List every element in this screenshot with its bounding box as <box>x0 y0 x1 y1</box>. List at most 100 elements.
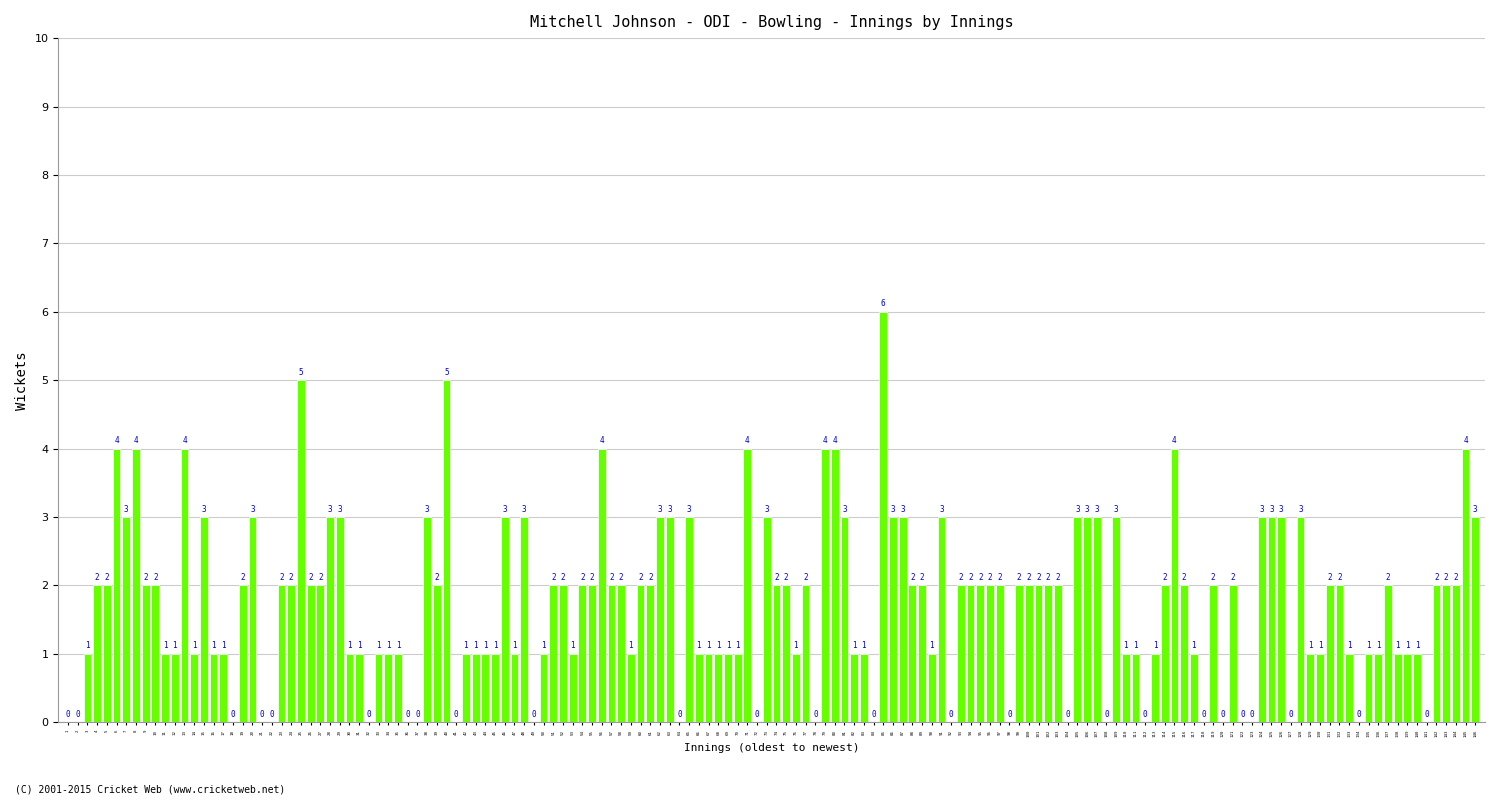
Text: 2: 2 <box>910 573 915 582</box>
Bar <box>288 586 296 722</box>
Text: 0: 0 <box>1240 710 1245 719</box>
Text: 1: 1 <box>861 642 865 650</box>
Bar <box>219 654 226 722</box>
Text: 2: 2 <box>1162 573 1167 582</box>
Text: 3: 3 <box>1299 505 1304 514</box>
Bar <box>238 586 246 722</box>
Bar <box>588 586 596 722</box>
Text: 3: 3 <box>1076 505 1080 514</box>
Text: 0: 0 <box>1221 710 1226 719</box>
Bar <box>560 586 567 722</box>
Text: 2: 2 <box>105 573 110 582</box>
Bar <box>1346 654 1353 722</box>
Text: 0: 0 <box>1202 710 1206 719</box>
Text: 0: 0 <box>66 710 70 719</box>
Text: 2: 2 <box>1026 573 1030 582</box>
Text: 3: 3 <box>124 505 129 514</box>
Text: 1: 1 <box>852 642 856 650</box>
Text: 5: 5 <box>298 368 303 377</box>
Text: 1: 1 <box>1124 642 1128 650</box>
Bar <box>549 586 556 722</box>
Text: 4: 4 <box>182 436 188 446</box>
Text: 1: 1 <box>464 642 468 650</box>
Bar <box>1054 586 1062 722</box>
Text: 1: 1 <box>1308 642 1312 650</box>
Y-axis label: Wickets: Wickets <box>15 351 28 410</box>
Text: 1: 1 <box>386 642 390 650</box>
Bar <box>336 517 344 722</box>
Text: 0: 0 <box>416 710 420 719</box>
Text: 2: 2 <box>987 573 993 582</box>
Bar <box>744 449 752 722</box>
Text: 2: 2 <box>1328 573 1332 582</box>
Bar <box>490 654 500 722</box>
Text: 3: 3 <box>900 505 904 514</box>
Bar <box>1228 586 1236 722</box>
Text: 6: 6 <box>880 299 885 308</box>
Text: 1: 1 <box>726 642 730 650</box>
Text: 1: 1 <box>1414 642 1419 650</box>
Text: 3: 3 <box>668 505 672 514</box>
Bar <box>1150 654 1160 722</box>
Text: 0: 0 <box>231 710 236 719</box>
Text: 3: 3 <box>687 505 692 514</box>
Text: 1: 1 <box>1347 642 1352 650</box>
Text: 0: 0 <box>1143 710 1148 719</box>
Text: 2: 2 <box>978 573 982 582</box>
Text: 4: 4 <box>822 436 828 446</box>
Bar <box>1044 586 1052 722</box>
Bar <box>1472 517 1479 722</box>
Bar <box>666 517 674 722</box>
Text: 3: 3 <box>338 505 342 514</box>
Bar <box>375 654 382 722</box>
Bar <box>433 586 441 722</box>
Text: 2: 2 <box>550 573 555 582</box>
Bar <box>190 654 198 722</box>
Bar <box>1443 586 1450 722</box>
Text: 2: 2 <box>240 573 244 582</box>
Text: 4: 4 <box>746 436 750 446</box>
Bar <box>1074 517 1082 722</box>
Text: 1: 1 <box>1376 642 1380 650</box>
Text: 2: 2 <box>804 573 808 582</box>
Text: 2: 2 <box>609 573 613 582</box>
Bar <box>132 449 140 722</box>
Text: 4: 4 <box>600 436 604 446</box>
Text: 0: 0 <box>366 710 370 719</box>
Bar <box>104 586 111 722</box>
Text: 1: 1 <box>1152 642 1158 650</box>
Bar <box>734 654 741 722</box>
Bar <box>859 654 867 722</box>
Bar <box>540 654 548 722</box>
Text: 2: 2 <box>279 573 284 582</box>
Bar <box>568 654 576 722</box>
Text: 0: 0 <box>1250 710 1254 719</box>
Text: 1: 1 <box>696 642 700 650</box>
X-axis label: Innings (oldest to newest): Innings (oldest to newest) <box>684 743 859 753</box>
Bar <box>627 654 634 722</box>
Text: 2: 2 <box>94 573 99 582</box>
Bar <box>579 586 586 722</box>
Bar <box>1326 586 1334 722</box>
Text: 1: 1 <box>86 642 90 650</box>
Bar <box>879 312 886 722</box>
Text: 2: 2 <box>290 573 294 582</box>
Bar <box>996 586 1004 722</box>
Text: 2: 2 <box>1182 573 1186 582</box>
Text: 1: 1 <box>1366 642 1371 650</box>
Text: 3: 3 <box>891 505 896 514</box>
Text: 1: 1 <box>192 642 196 650</box>
Text: 2: 2 <box>561 573 566 582</box>
Bar <box>141 586 150 722</box>
Bar <box>112 449 120 722</box>
Bar <box>356 654 363 722</box>
Bar <box>783 586 790 722</box>
Text: 2: 2 <box>590 573 594 582</box>
Bar <box>316 586 324 722</box>
Text: 0: 0 <box>950 710 954 719</box>
Bar <box>1384 586 1392 722</box>
Text: 2: 2 <box>1210 573 1215 582</box>
Text: 0: 0 <box>1007 710 1011 719</box>
Text: 1: 1 <box>735 642 740 650</box>
Text: 1: 1 <box>172 642 177 650</box>
